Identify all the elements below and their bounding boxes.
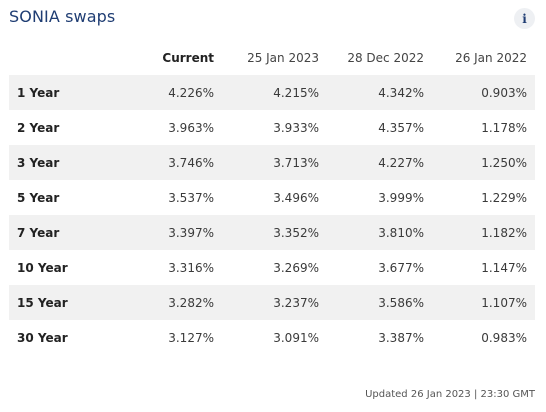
term-label: 10 Year	[17, 260, 68, 275]
rate-date-1: 3.933%	[273, 120, 319, 135]
rate-date-2: 3.999%	[378, 190, 424, 205]
rate-date-3: 1.182%	[481, 225, 527, 240]
table-row: 1 Year 4.226% 4.215% 4.342% 0.903%	[9, 75, 535, 110]
rate-date-1: 3.496%	[273, 190, 319, 205]
rates-table: Current 25 Jan 2023 28 Dec 2022 26 Jan 2…	[9, 40, 535, 355]
widget-title: SONIA swaps	[9, 7, 116, 26]
rate-date-1: 4.215%	[273, 85, 319, 100]
rate-date-2: 4.342%	[378, 85, 424, 100]
rate-current: 3.746%	[168, 155, 214, 170]
rate-date-3: 1.107%	[481, 295, 527, 310]
rate-date-2: 4.227%	[378, 155, 424, 170]
rate-date-3: 0.983%	[481, 330, 527, 345]
term-label: 2 Year	[17, 120, 60, 135]
rate-current: 4.226%	[168, 85, 214, 100]
rate-date-2: 3.586%	[378, 295, 424, 310]
rate-current: 3.397%	[168, 225, 214, 240]
rate-date-3: 1.147%	[481, 260, 527, 275]
updated-timestamp: Updated 26 Jan 2023 | 23:30 GMT	[365, 389, 535, 400]
header-date-1: 25 Jan 2023	[247, 50, 319, 65]
table-header-row: Current 25 Jan 2023 28 Dec 2022 26 Jan 2…	[9, 40, 535, 75]
term-label: 15 Year	[17, 295, 68, 310]
rate-date-1: 3.091%	[273, 330, 319, 345]
term-label: 30 Year	[17, 330, 68, 345]
rate-current: 3.537%	[168, 190, 214, 205]
rate-current: 3.282%	[168, 295, 214, 310]
rate-date-2: 4.357%	[378, 120, 424, 135]
table-row: 2 Year 3.963% 3.933% 4.357% 1.178%	[9, 110, 535, 145]
info-icon[interactable]: i	[514, 8, 535, 29]
rate-date-3: 0.903%	[481, 85, 527, 100]
header-current: Current	[162, 50, 214, 65]
rate-date-1: 3.237%	[273, 295, 319, 310]
rate-date-3: 1.178%	[481, 120, 527, 135]
rate-date-1: 3.352%	[273, 225, 319, 240]
rate-current: 3.963%	[168, 120, 214, 135]
rate-current: 3.127%	[168, 330, 214, 345]
term-label: 1 Year	[17, 85, 60, 100]
rate-date-1: 3.269%	[273, 260, 319, 275]
term-label: 7 Year	[17, 225, 60, 240]
table-row: 3 Year 3.746% 3.713% 4.227% 1.250%	[9, 145, 535, 180]
header-date-2: 28 Dec 2022	[347, 50, 424, 65]
table-row: 30 Year 3.127% 3.091% 3.387% 0.983%	[9, 320, 535, 355]
table-row: 7 Year 3.397% 3.352% 3.810% 1.182%	[9, 215, 535, 250]
table-row: 5 Year 3.537% 3.496% 3.999% 1.229%	[9, 180, 535, 215]
rate-date-2: 3.387%	[378, 330, 424, 345]
rate-date-1: 3.713%	[273, 155, 319, 170]
rate-date-3: 1.229%	[481, 190, 527, 205]
rate-date-2: 3.810%	[378, 225, 424, 240]
term-label: 3 Year	[17, 155, 60, 170]
table-row: 10 Year 3.316% 3.269% 3.677% 1.147%	[9, 250, 535, 285]
table-row: 15 Year 3.282% 3.237% 3.586% 1.107%	[9, 285, 535, 320]
term-label: 5 Year	[17, 190, 60, 205]
rate-date-3: 1.250%	[481, 155, 527, 170]
rate-date-2: 3.677%	[378, 260, 424, 275]
header-date-3: 26 Jan 2022	[455, 50, 527, 65]
rate-current: 3.316%	[168, 260, 214, 275]
